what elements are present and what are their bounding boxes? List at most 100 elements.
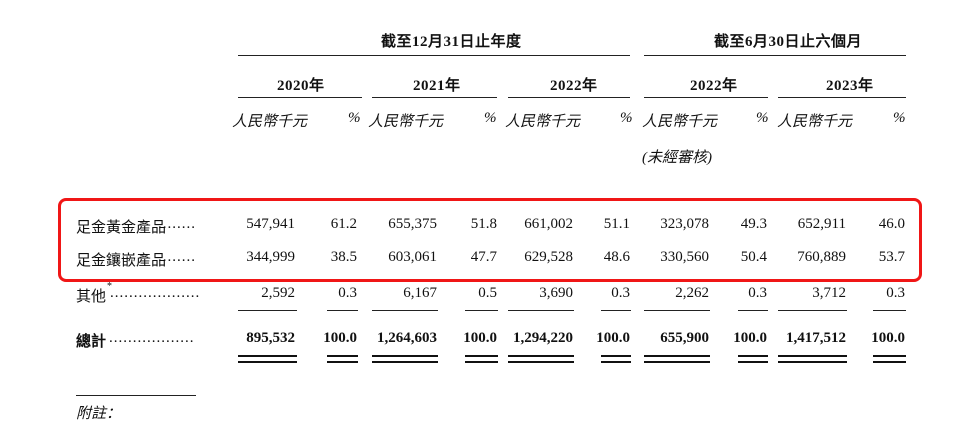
unit-pct-2022: % [620, 110, 633, 126]
total-rule-segment [644, 361, 710, 363]
table-cell: 2,592 [261, 285, 295, 301]
row-label: 其他 [76, 289, 107, 305]
unit-pct-2023-interim: % [893, 110, 906, 126]
rule-interim-group [644, 55, 906, 56]
year-header-2021: 2021年 [413, 78, 461, 94]
row-leader-dots: ........ [158, 249, 196, 265]
total-rule-segment [238, 361, 297, 363]
total-rule-segment [601, 310, 631, 311]
table-cell: 330,560 [660, 249, 709, 265]
total-rule-segment [465, 361, 498, 363]
table-cell: 1,417,512 [786, 330, 846, 346]
total-rule-segment [738, 355, 768, 357]
total-rule-segment [465, 310, 498, 311]
unit-rmb-2020: 人民幣千元 [232, 114, 308, 130]
table-cell: 53.7 [878, 249, 905, 265]
row-label: 足金黃金產品 [76, 220, 167, 236]
rule-2023-interim [778, 97, 906, 98]
row-label: 足金鑲嵌產品 [76, 253, 167, 269]
total-rule-segment [644, 310, 710, 311]
footnote-label: 附註： [76, 406, 122, 422]
header-interim-group: 截至6月30日止六個月 [714, 34, 863, 50]
table-cell: 100.0 [871, 330, 905, 346]
row-leader-dots: .................. [109, 330, 195, 346]
table-cell: 100.0 [463, 330, 497, 346]
total-rule-segment [327, 310, 358, 311]
table-cell: 1,294,220 [513, 330, 573, 346]
total-rule-segment [327, 361, 358, 363]
table-cell: 100.0 [596, 330, 630, 346]
total-rule-segment [778, 310, 847, 311]
rule-2022 [508, 97, 630, 98]
total-rule-segment [873, 310, 906, 311]
table-cell: 51.8 [470, 216, 497, 232]
table-cell: 47.7 [470, 249, 497, 265]
total-rule-segment [601, 355, 631, 357]
total-rule-segment [372, 361, 438, 363]
table-cell: 661,002 [524, 216, 573, 232]
total-rule-segment [738, 310, 768, 311]
table-cell: 760,889 [797, 249, 846, 265]
table-cell: 100.0 [323, 330, 357, 346]
total-rule-segment [601, 361, 631, 363]
rule-2022-interim [644, 97, 768, 98]
table-cell: 895,532 [246, 330, 295, 346]
table-cell: 323,078 [660, 216, 709, 232]
table-cell: 0.5 [478, 285, 497, 301]
row-leader-dots: ........ [158, 216, 196, 232]
total-rule-segment [508, 355, 574, 357]
unit-unaudited: (未經審核) [642, 150, 712, 166]
year-header-2022: 2022年 [550, 78, 598, 94]
table-cell: 49.3 [740, 216, 767, 232]
table-cell: 46.0 [878, 216, 905, 232]
total-rule-segment [327, 355, 358, 357]
table-cell: 51.1 [603, 216, 630, 232]
table-cell: 0.3 [338, 285, 357, 301]
table-cell: 2,262 [675, 285, 709, 301]
row-label: 總計 [76, 334, 107, 350]
unit-pct-2022-interim: % [756, 110, 769, 126]
table-cell: 0.3 [611, 285, 630, 301]
row-leader-dots: ................... [110, 285, 201, 301]
table-cell: 3,690 [539, 285, 573, 301]
rule-2021 [372, 97, 497, 98]
unit-rmb-2023-interim: 人民幣千元 [777, 114, 853, 130]
table-cell: 344,999 [246, 249, 295, 265]
unit-rmb-2022: 人民幣千元 [505, 114, 581, 130]
unit-pct-2021: % [484, 110, 497, 126]
rule-2020 [238, 97, 362, 98]
table-cell: 38.5 [330, 249, 357, 265]
year-header-2022-interim: 2022年 [690, 78, 738, 94]
rule-annual-group [238, 55, 630, 56]
table-cell: 48.6 [603, 249, 630, 265]
total-rule-segment [778, 361, 847, 363]
total-rule-segment [508, 361, 574, 363]
row-note-marker: * [107, 281, 112, 292]
table-cell: 0.3 [886, 285, 905, 301]
footnote-rule [76, 395, 196, 396]
table-cell: 0.3 [748, 285, 767, 301]
year-header-2023-interim: 2023年 [826, 78, 874, 94]
total-rule-segment [873, 355, 906, 357]
total-rule-segment [738, 361, 768, 363]
unit-pct-2020: % [348, 110, 361, 126]
total-rule-segment [644, 355, 710, 357]
table-cell: 1,264,603 [377, 330, 437, 346]
table-cell: 629,528 [524, 249, 573, 265]
table-cell: 3,712 [812, 285, 846, 301]
unit-rmb-2022-interim: 人民幣千元 [642, 114, 718, 130]
highlight-box [58, 198, 922, 282]
table-cell: 50.4 [740, 249, 767, 265]
total-rule-segment [372, 310, 438, 311]
total-rule-segment [508, 310, 574, 311]
unit-rmb-2021: 人民幣千元 [368, 114, 444, 130]
table-cell: 547,941 [246, 216, 295, 232]
header-annual-group: 截至12月31日止年度 [381, 34, 522, 50]
year-header-2020: 2020年 [277, 78, 325, 94]
total-rule-segment [238, 310, 297, 311]
total-rule-segment [873, 361, 906, 363]
total-rule-segment [465, 355, 498, 357]
table-cell: 6,167 [403, 285, 437, 301]
total-rule-segment [778, 355, 847, 357]
total-rule-segment [238, 355, 297, 357]
